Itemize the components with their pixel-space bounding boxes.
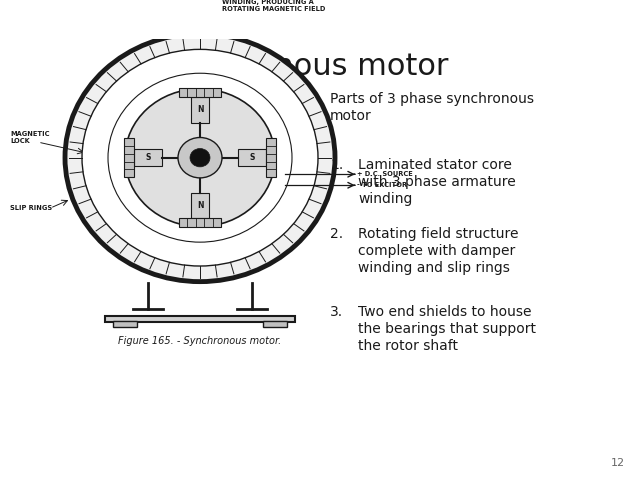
Text: 1.: 1. (330, 158, 343, 171)
Bar (105, 316, 295, 322)
Text: MAGNETIC
LOCK: MAGNETIC LOCK (10, 131, 50, 144)
Text: N: N (197, 201, 204, 210)
Circle shape (82, 49, 318, 266)
Text: 3.: 3. (330, 305, 343, 319)
Polygon shape (179, 88, 221, 97)
Circle shape (190, 148, 210, 167)
Text: Figure 165. - Synchronous motor.: Figure 165. - Synchronous motor. (119, 336, 281, 346)
Circle shape (65, 34, 335, 282)
Text: Two end shields to house
the bearings that support
the rotor shaft: Two end shields to house the bearings th… (358, 305, 536, 353)
Text: S: S (145, 153, 151, 162)
Polygon shape (134, 149, 162, 166)
Text: SLIP RINGS: SLIP RINGS (10, 205, 52, 211)
Circle shape (178, 137, 222, 178)
Text: Laminated stator core
with 3 phase armature
winding: Laminated stator core with 3 phase armat… (358, 158, 516, 206)
Text: Parts of 3 phase synchronous
motor: Parts of 3 phase synchronous motor (330, 91, 534, 123)
Text: 12: 12 (611, 458, 625, 468)
Text: - TO EXCITOR: - TO EXCITOR (357, 182, 407, 188)
Text: Rotating field structure
complete with damper
winding and slip rings: Rotating field structure complete with d… (358, 227, 519, 275)
Polygon shape (238, 149, 266, 166)
Bar (263, 321, 287, 327)
Text: Synchronous motor: Synchronous motor (151, 52, 449, 81)
Circle shape (108, 73, 292, 242)
Text: + D.C. SOURCE: + D.C. SOURCE (357, 171, 413, 177)
Text: STATOR - THREE PHASE
WINDING, PRODUCING A
ROTATING MAGNETIC FIELD: STATOR - THREE PHASE WINDING, PRODUCING … (222, 0, 325, 12)
Polygon shape (124, 138, 134, 177)
Polygon shape (191, 193, 209, 218)
Polygon shape (266, 138, 276, 177)
Text: 2.: 2. (330, 227, 343, 240)
Polygon shape (191, 97, 209, 123)
Bar (113, 321, 137, 327)
Polygon shape (179, 218, 221, 228)
Circle shape (125, 89, 275, 227)
Text: S: S (249, 153, 255, 162)
Text: N: N (197, 105, 204, 114)
